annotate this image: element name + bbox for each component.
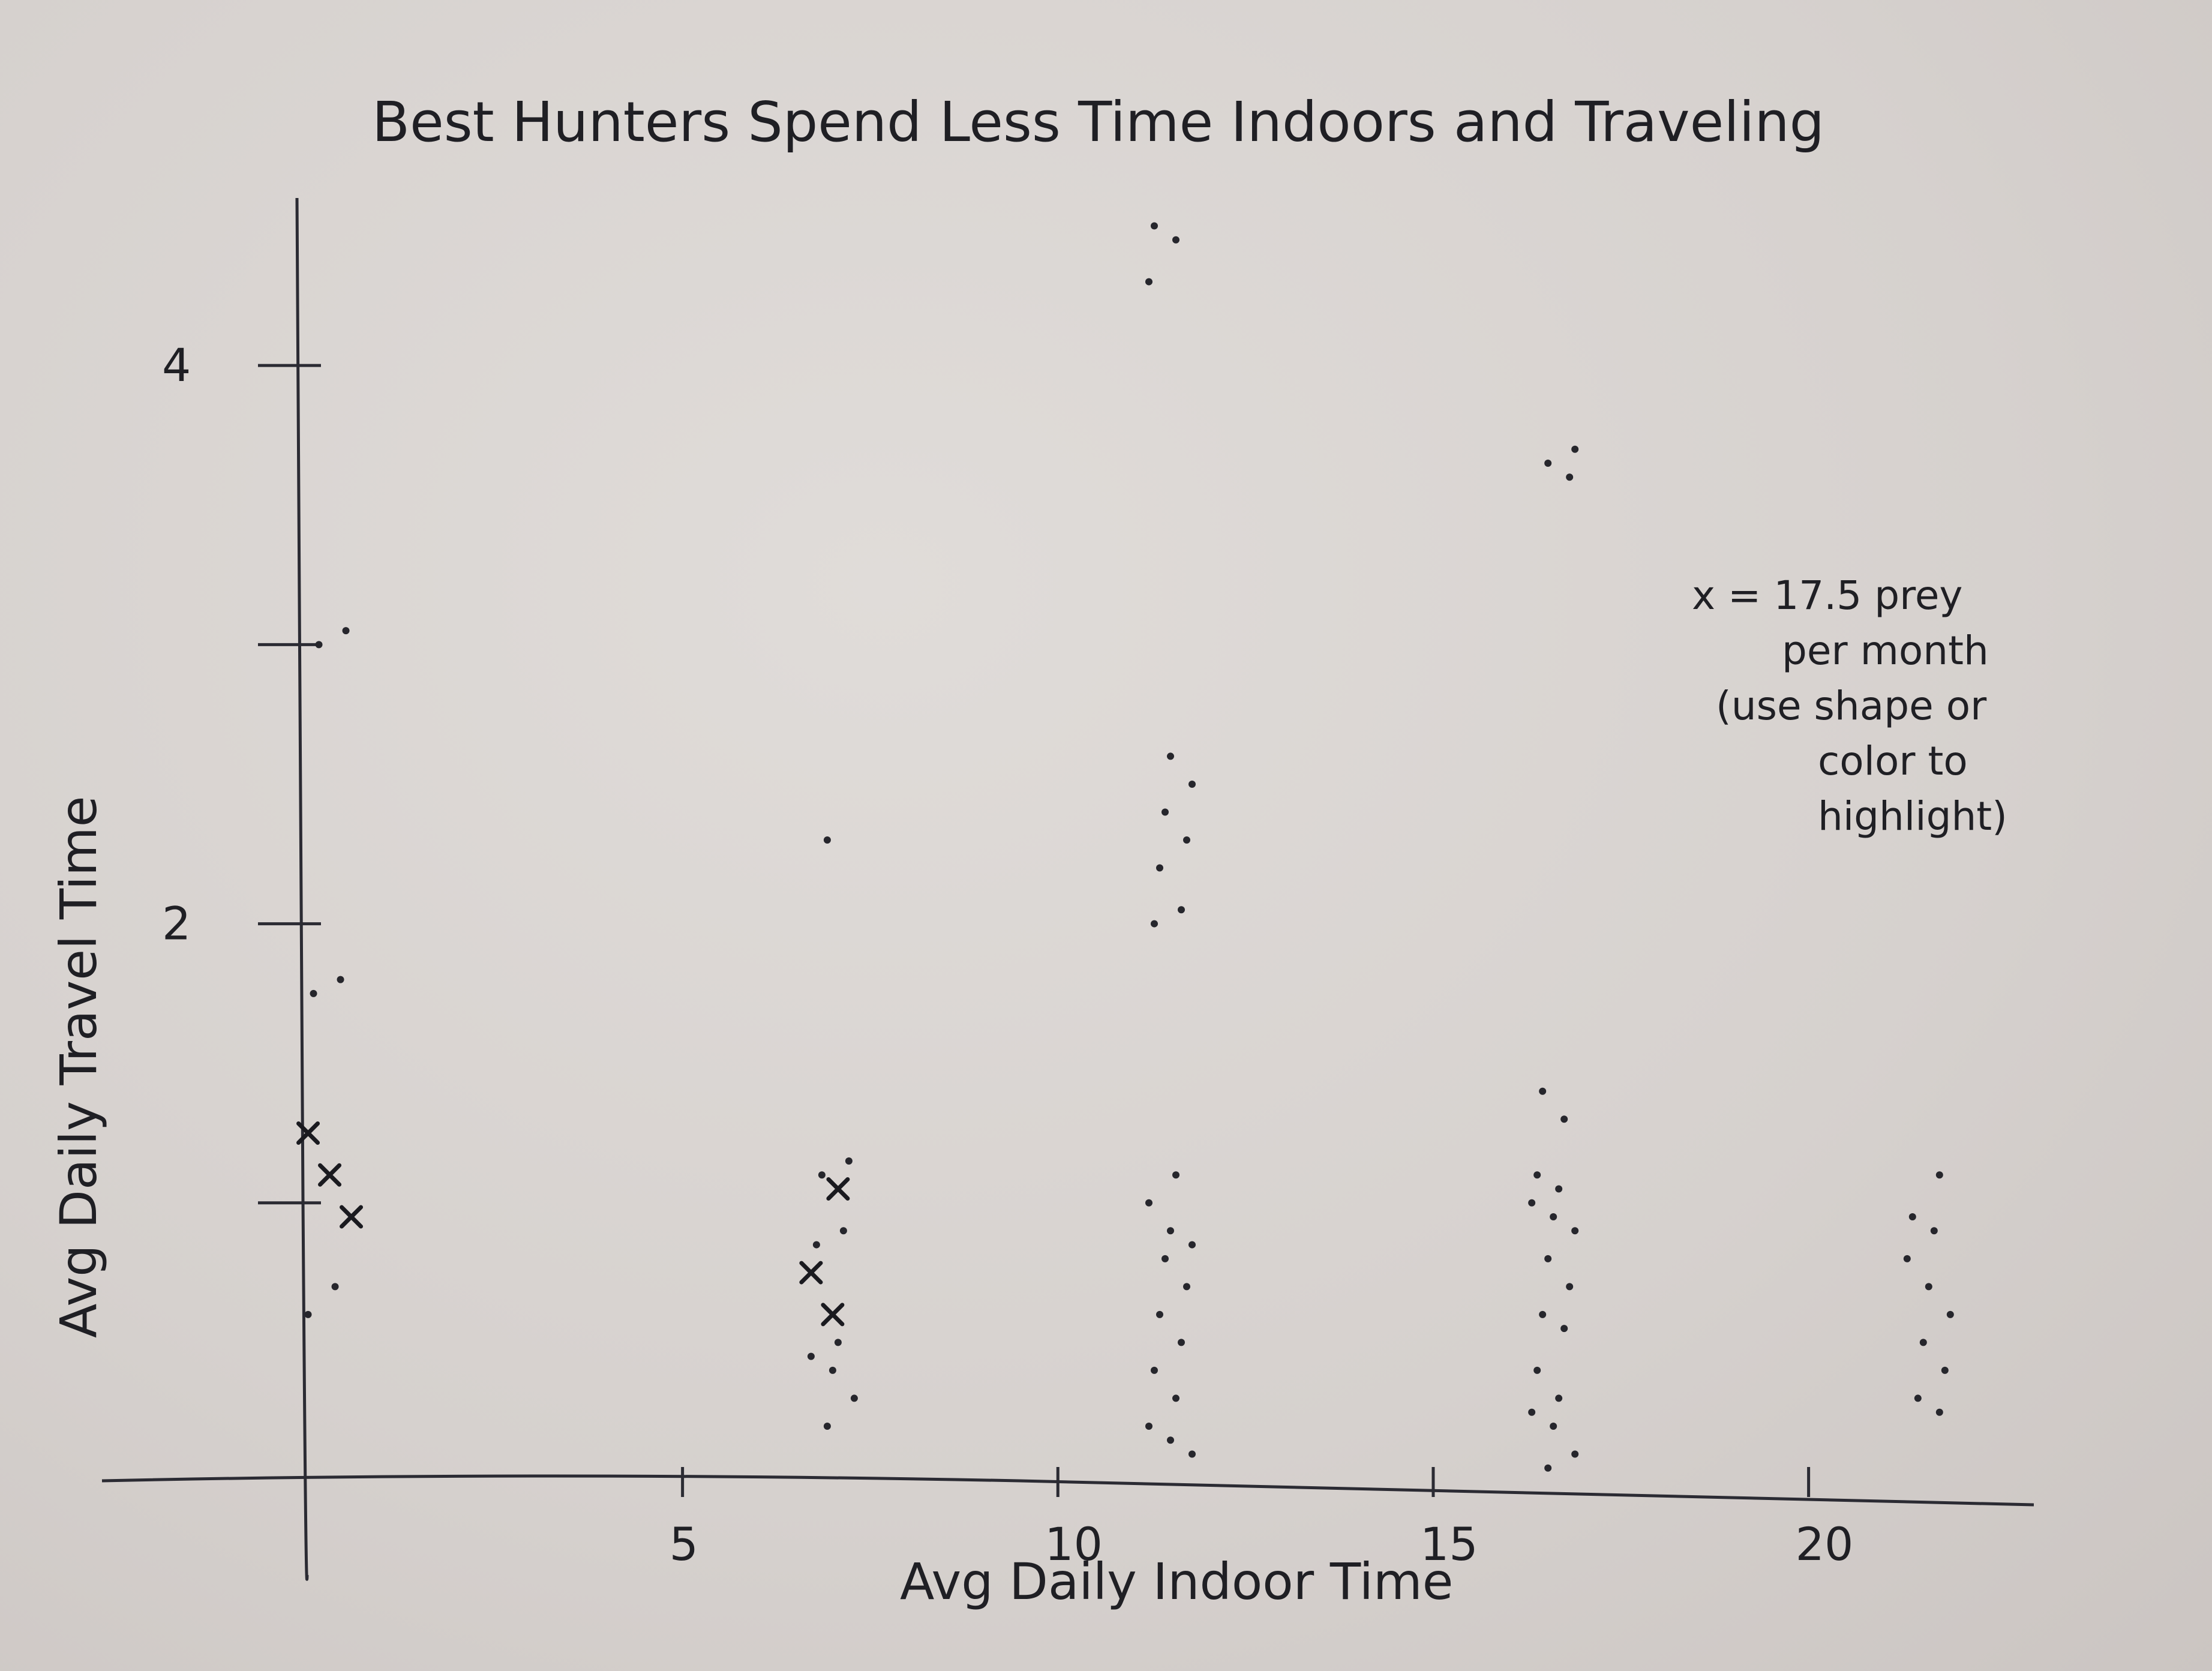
y-tick-label: 2 [162, 897, 191, 950]
y-axis-line [295, 197, 309, 1581]
data-point [1156, 864, 1163, 872]
annotation-line: (use shape or [1716, 683, 1987, 729]
x-tick-label: 15 [1420, 1517, 1478, 1571]
data-point [304, 1310, 312, 1318]
data-point [1544, 1255, 1552, 1262]
data-point [1533, 1366, 1541, 1374]
data-point [1903, 1255, 1911, 1262]
y-tick-label: 4 [162, 338, 191, 392]
data-point [1167, 1227, 1174, 1235]
data-point [337, 976, 344, 983]
data-point [310, 989, 317, 997]
data-point [1560, 1325, 1568, 1333]
chart-title: Best Hunters Spend Less Time Indoors and… [372, 90, 1824, 154]
data-point [1188, 780, 1196, 788]
data-point [1183, 1283, 1190, 1291]
data-point [823, 836, 831, 844]
data-point [1914, 1394, 1922, 1402]
y-axis-label: Avg Daily Travel Time [49, 796, 108, 1339]
annotation-line: color to [1818, 738, 1968, 784]
annotation-line: highlight) [1818, 793, 2007, 839]
data-point [823, 1422, 831, 1430]
annotation-note: x = 17.5 prey per month (use shape or color… [1692, 572, 2007, 839]
data-point-x-marker [799, 1261, 823, 1285]
data-point [1566, 1283, 1574, 1291]
data-point [1167, 1436, 1174, 1444]
data-point-x-marker [821, 1303, 845, 1327]
data-point [850, 1394, 858, 1402]
data-point [1161, 1255, 1169, 1262]
data-point [807, 1352, 815, 1360]
axes [101, 197, 2034, 1581]
data-point [315, 641, 323, 649]
data-point [1555, 1185, 1563, 1193]
data-point [1145, 1422, 1152, 1430]
data-point [818, 1171, 826, 1179]
data-point [1151, 222, 1158, 230]
data-point [1151, 920, 1158, 928]
data-point [1571, 1450, 1579, 1458]
data-point [1161, 808, 1169, 816]
data-point [1539, 1087, 1547, 1095]
data-point [839, 1227, 847, 1235]
data-point [1946, 1310, 1954, 1318]
x-axis-label: Avg Daily Indoor Time [900, 1552, 1453, 1611]
data-point [1528, 1199, 1536, 1207]
data-point [1188, 1241, 1196, 1249]
x-tick-label: 20 [1796, 1517, 1854, 1571]
annotation-line: per month [1782, 628, 1989, 674]
data-point [1151, 1366, 1158, 1374]
data-point [829, 1366, 836, 1374]
data-point [1919, 1339, 1927, 1346]
data-point [834, 1339, 842, 1346]
data-point [1178, 906, 1185, 914]
data-point-x-marker [318, 1163, 342, 1187]
data-point [1925, 1283, 1932, 1291]
data-point-x-marker [340, 1205, 364, 1229]
data-point [1544, 1464, 1552, 1472]
data-point [812, 1241, 820, 1249]
data-point [1935, 1408, 1943, 1416]
data-point [1555, 1394, 1563, 1402]
data-point [1145, 278, 1152, 286]
data-point [1156, 1310, 1163, 1318]
data-point [1908, 1213, 1916, 1221]
x-axis-line [101, 1474, 2034, 1507]
data-point [1172, 236, 1179, 244]
data-point [1550, 1422, 1557, 1430]
data-point [1183, 836, 1190, 844]
data-points [296, 222, 1954, 1472]
data-point [1935, 1171, 1943, 1179]
data-point [845, 1157, 853, 1165]
data-point [1941, 1366, 1949, 1374]
data-point [1571, 1227, 1579, 1235]
data-point [1172, 1394, 1179, 1402]
data-point [1533, 1171, 1541, 1179]
data-point [1560, 1115, 1568, 1123]
data-point [1178, 1339, 1185, 1346]
data-point [1188, 1450, 1196, 1458]
data-point [1571, 445, 1579, 453]
data-point [1544, 459, 1552, 467]
data-point [1145, 1199, 1152, 1207]
data-point [342, 627, 350, 635]
data-point-x-marker [296, 1121, 320, 1145]
data-point [1167, 752, 1174, 760]
data-point [1930, 1227, 1938, 1235]
data-point [1550, 1213, 1557, 1221]
x-ticks: 5 10 15 20 [670, 1467, 1854, 1571]
annotation-line: x = 17.5 prey [1692, 572, 1963, 619]
data-point [331, 1283, 339, 1291]
x-tick-label: 10 [1045, 1517, 1103, 1571]
y-ticks: 24 [162, 338, 321, 1205]
data-point [1539, 1310, 1547, 1318]
x-tick-label: 5 [670, 1517, 698, 1571]
data-point-x-marker [826, 1177, 850, 1201]
data-point [1528, 1408, 1536, 1416]
data-point [1566, 473, 1574, 481]
data-point [1172, 1171, 1179, 1179]
